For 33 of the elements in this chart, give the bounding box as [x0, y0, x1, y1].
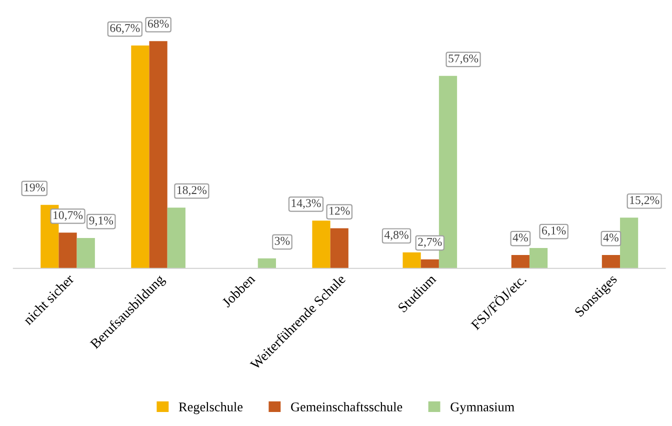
data-label: 4%: [603, 234, 618, 242]
data-label: 68%: [148, 20, 169, 28]
bar: [420, 259, 439, 268]
bar: [58, 232, 77, 268]
bar: [167, 208, 186, 268]
bar: [76, 238, 95, 268]
bar: [529, 248, 548, 268]
bar: [620, 218, 638, 268]
data-label: 2,7%: [418, 238, 442, 248]
legend-label: Regelschule: [178, 402, 243, 414]
data-label: 9,1%: [89, 216, 114, 226]
bar: [258, 258, 276, 268]
bar: [402, 252, 421, 268]
data-label: 57,6%: [448, 54, 478, 64]
data-label: 14,3%: [292, 199, 321, 209]
data-label: 15,2%: [630, 196, 660, 206]
bar: [131, 46, 150, 268]
data-label: 18,2%: [177, 186, 207, 196]
data-label: 10,7%: [54, 211, 83, 221]
bar: [330, 228, 348, 268]
data-label: 3%: [274, 236, 290, 245]
bar: [312, 220, 330, 268]
data-label: 12%: [330, 206, 350, 215]
legend-label: Gymnasium: [450, 402, 514, 414]
bar: [149, 41, 168, 268]
legend-label: Gemeinschaftsschule: [291, 402, 402, 412]
bar: [602, 255, 620, 268]
data-label: 19%: [24, 183, 45, 192]
data-label: 66,7%: [110, 24, 140, 34]
data-label: 4,8%: [384, 230, 408, 241]
data-label: 4%: [512, 234, 528, 242]
data-label: 6,1%: [542, 226, 566, 236]
bar: [511, 255, 530, 268]
